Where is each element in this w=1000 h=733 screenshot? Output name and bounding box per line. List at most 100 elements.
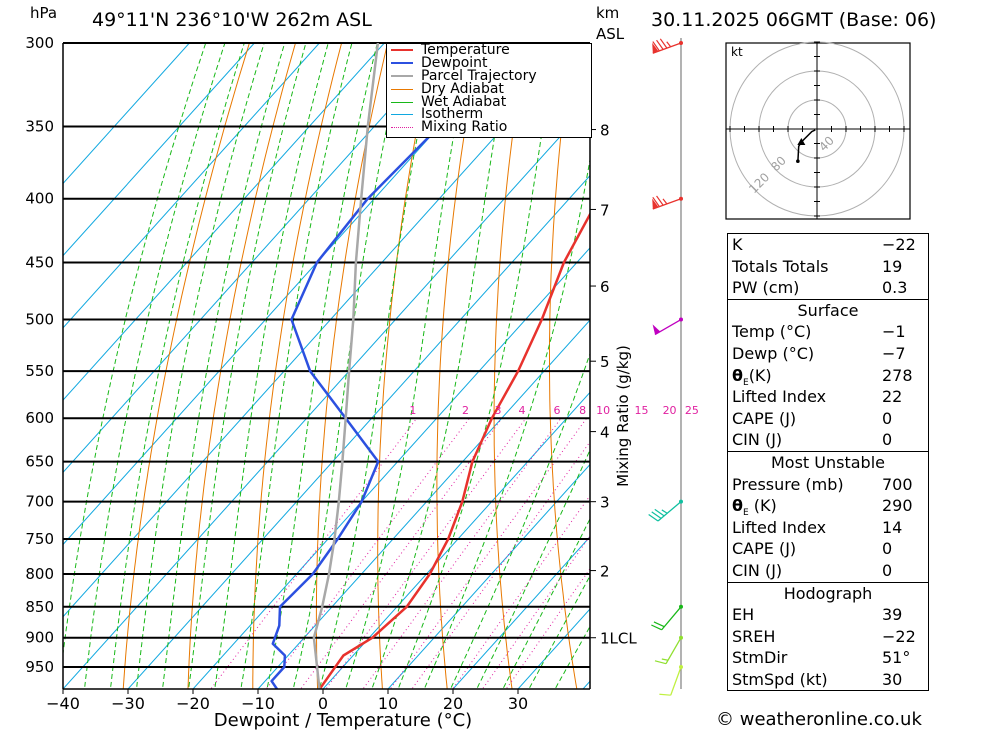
km-tick-label: 6 [600,278,610,296]
asl-unit-label: ASL [596,25,625,43]
wet-adiabat-line [318,43,437,689]
isotherm-line [257,319,590,689]
hodograph-header: Hodograph [783,583,873,603]
barb-half-flag [661,658,669,661]
mixing-ratio-label: 10 [596,404,610,417]
hodograph-end-dot [796,159,800,163]
pressure-tick-label: 550 [25,362,54,380]
km-tick-label: 7 [600,201,610,219]
x-tick-label: 30 [508,694,528,713]
parameters-table: K −22 Totals Totals 19 PW (cm) 0.3 Surface … [727,233,929,692]
surface-header: Surface [797,300,859,320]
mixing-ratio-label: 4 [518,404,525,417]
isotherm-line [127,174,590,689]
legend-item-parcel: Parcel Trajectory [387,69,591,83]
k-index-row: K −22 [732,235,916,254]
surface-theta-e-row: θE(K) 278 [732,365,913,388]
mixing-ratio-label: 20 [663,404,677,417]
legend-item-isotherm: Isotherm [387,108,591,121]
mixing-ratio-label: 3 [495,404,502,417]
mixing-ratio-line [389,417,588,689]
pw-row: PW (cm) 0.3 [732,278,908,298]
wet-adiabat-line [423,157,590,689]
wet-adiabat-line [83,43,226,689]
pressure-tick-label: 800 [25,565,54,583]
barb-flag [653,621,665,628]
pressure-tick-label: 850 [25,598,54,616]
barb-flag [656,195,664,206]
dry-adiabat-line [315,43,389,689]
chart-legend: Temperature Dewpoint Parcel Trajectory D… [386,43,592,138]
legend-item-mixing-ratio: Mixing Ratio [387,120,591,134]
barb-pennant [652,198,659,209]
hodograph-unit-label: kt [731,45,743,59]
wind-barb [652,317,683,336]
wind-barb [651,604,683,631]
surface-temp-row: Temp (°C) −1 [732,322,906,342]
wet-adiabat-line [63,43,207,658]
wind-barb [648,499,683,522]
wet-adiabat-line [292,43,406,689]
hpa-unit-label: hPa [30,4,58,22]
barb-half-flag [662,198,668,205]
mixing-ratio-label: 8 [579,404,586,417]
dry-adiabat-line [493,43,527,689]
mixing-ratio-line [325,417,527,689]
barb-flag [648,513,659,522]
barb-pennant [652,324,661,335]
barb-shaft [657,501,682,522]
wet-adiabat-line [449,352,590,689]
pressure-tick-label: 650 [25,453,54,471]
pressure-tick-label: 600 [25,409,54,427]
pressure-tick-label: 300 [25,34,54,52]
x-tick-label: 0 [318,694,328,713]
x-tick-label: −20 [176,694,210,713]
dry-adiabat-line [187,43,297,689]
km-tick-label: 4 [600,424,610,442]
mixing-ratio-label: 6 [553,404,560,417]
isotherm-line [63,43,320,329]
wet-adiabat-line [214,43,329,689]
wet-adiabat-line [188,43,307,689]
mixing-ratio-label: 2 [462,404,469,417]
barb-shaft [661,606,682,631]
totals-row: Totals Totals 19 [732,256,903,276]
series-temperature [318,211,590,689]
barb-flag [651,624,662,631]
dry-adiabat-line [436,43,481,689]
eh-row: EH 39 [732,605,903,625]
mixing-ratio-label: 1 [409,404,416,417]
x-tick-label: 20 [443,694,463,713]
x-tick-label: −40 [46,694,80,713]
datetime-title: 30.11.2025 06GMT (Base: 06) [651,9,937,31]
barb-pennant [652,42,659,54]
surface-lifted-row: Lifted Index 22 [732,387,903,407]
barb-half-flag [661,509,668,514]
barb-flag [654,660,667,665]
mu-cin-row: CIN (J) 0 [732,560,893,580]
hodograph-section: Hodograph EH 39 SREH −22 StmDir 51° StmSpd … [728,581,928,691]
pressure-tick-label: 900 [25,629,54,647]
background-lines [63,43,590,689]
barb-shaft [670,666,682,696]
sreh-row: SREH −22 [732,626,916,646]
x-tick-label: 10 [378,694,398,713]
wet-adiabat-line [109,43,245,689]
mixing-ratio-label: 25 [685,404,699,417]
isotherm-line [452,536,590,689]
pressure-tick-label: 950 [25,658,54,676]
isotherm-line [63,43,190,185]
isobars [63,42,590,668]
dry-adiabat-line [252,43,343,689]
credit-text: © weatheronline.co.uk [716,709,922,730]
mu-lifted-row: Lifted Index 14 [732,517,903,537]
wind-barb [652,38,683,54]
dry-adiabat-line [377,43,435,689]
dry-adiabat-line [122,43,250,689]
wet-adiabat-line [135,43,265,689]
wind-barb [652,195,683,210]
barb-flag [652,41,660,52]
x-tick-label: −30 [111,694,145,713]
